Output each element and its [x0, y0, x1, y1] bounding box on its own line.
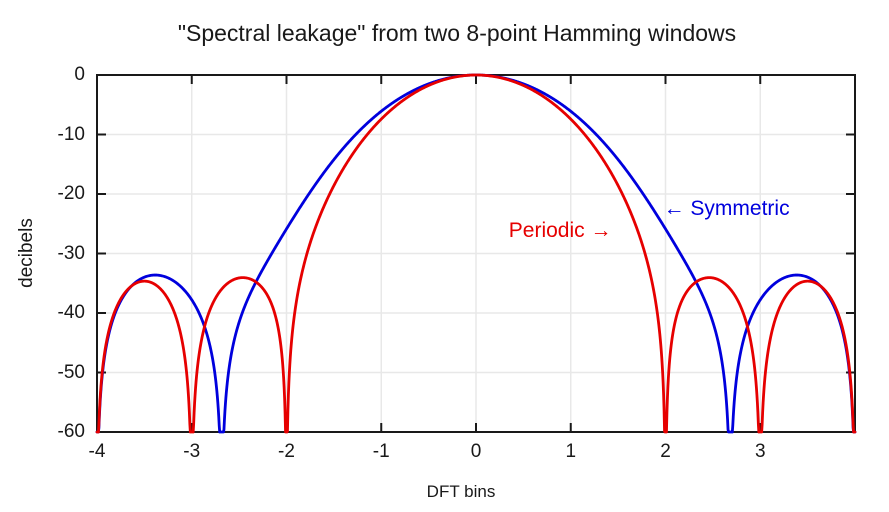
- x-tick-label: 0: [470, 441, 482, 462]
- x-tick-label: 1: [565, 441, 577, 462]
- y-tick-label: -10: [57, 123, 85, 145]
- x-axis-label: DFT bins: [426, 482, 496, 501]
- chart-title: "Spectral leakage" from two 8-point Hamm…: [177, 20, 737, 46]
- annotation-symmetric: ← Symmetric: [663, 196, 790, 220]
- y-tick-label: -20: [57, 183, 85, 204]
- x-tick-label: -2: [278, 441, 295, 462]
- x-tick-label: -3: [183, 441, 201, 462]
- y-tick-label: 0: [74, 64, 85, 85]
- y-tick-label: -40: [57, 302, 85, 323]
- x-tick-label: -1: [372, 441, 390, 462]
- y-tick-label: -60: [57, 421, 85, 442]
- x-tick-label: 2: [660, 441, 671, 462]
- annotation-periodic: Periodic →: [508, 218, 612, 242]
- x-tick-label: -4: [88, 441, 106, 462]
- y-tick-label: -50: [57, 361, 85, 383]
- curve-periodic: [95, 73, 857, 434]
- y-tick-label: -30: [57, 242, 85, 264]
- x-tick-label: 3: [754, 441, 766, 462]
